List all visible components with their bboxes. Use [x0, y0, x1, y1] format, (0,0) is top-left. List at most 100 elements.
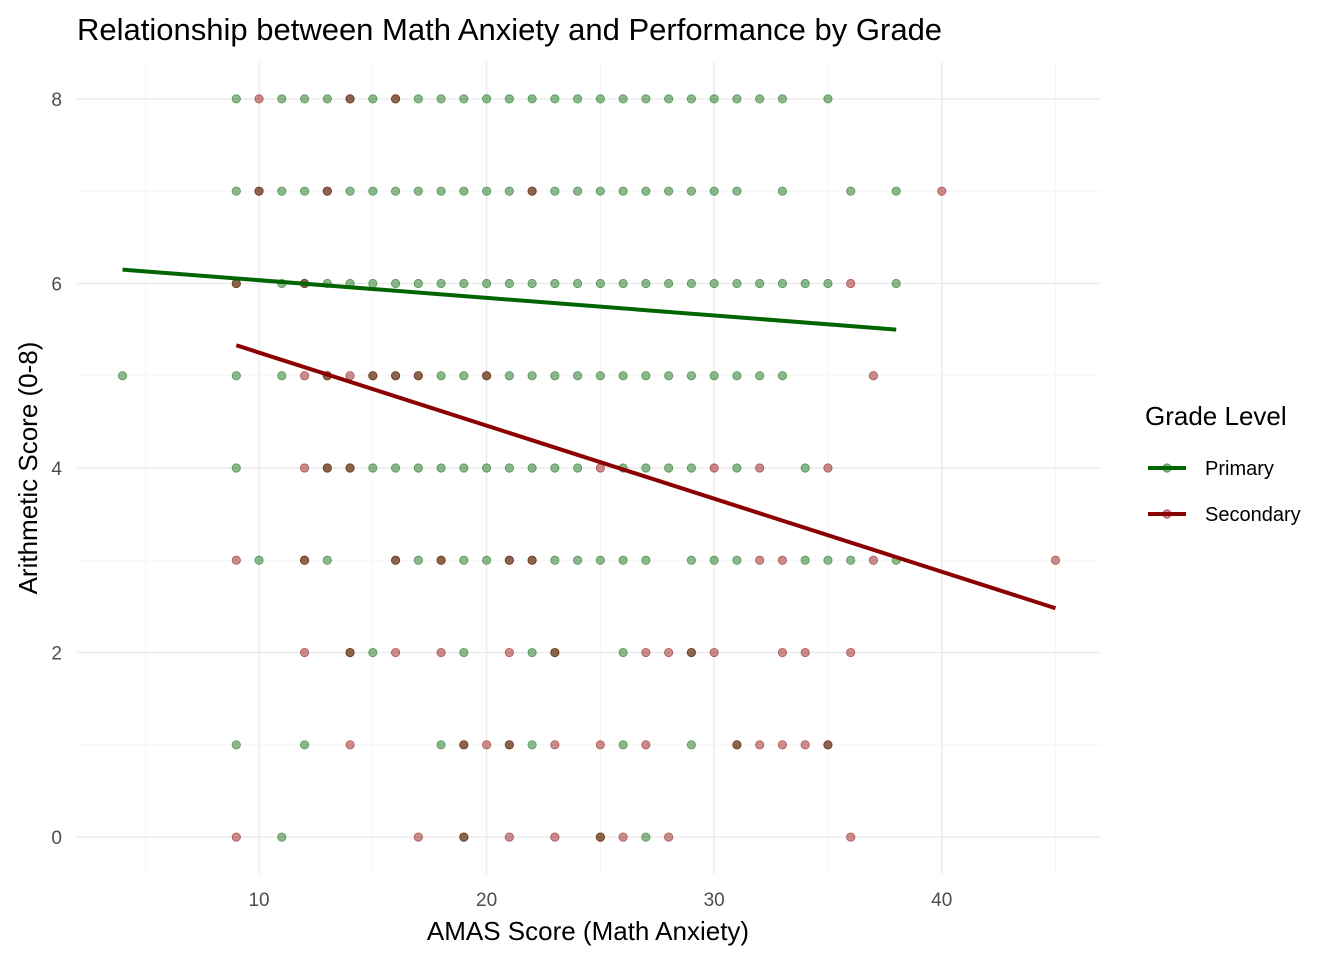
data-point-secondary [846, 647, 856, 658]
data-point-primary [573, 94, 583, 104]
data-point-primary [322, 94, 332, 104]
data-point-secondary [595, 832, 605, 842]
data-point-primary [459, 278, 469, 289]
data-point-secondary [413, 832, 423, 842]
data-point-secondary [618, 832, 628, 842]
legend-label-secondary: Secondary [1205, 504, 1301, 526]
data-point-secondary [641, 740, 651, 750]
data-point-primary [846, 186, 856, 196]
data-point-primary [550, 555, 560, 565]
data-point-primary [595, 186, 605, 196]
data-point-secondary [299, 463, 310, 473]
data-point-secondary [345, 740, 355, 750]
y-axis-ticks: 0 2 4 6 8 [51, 90, 62, 849]
data-point-secondary [937, 186, 947, 196]
data-point-secondary [800, 740, 810, 750]
data-point-primary [709, 371, 719, 381]
data-point-primary [459, 463, 469, 473]
data-point-secondary [868, 371, 879, 381]
data-point-primary [413, 94, 423, 104]
data-point-primary [368, 94, 378, 104]
data-point-secondary [823, 463, 833, 473]
data-point-primary [777, 371, 788, 381]
data-point-secondary [504, 740, 514, 750]
data-point-secondary [322, 463, 332, 473]
y-tick-label: 0 [51, 828, 62, 849]
data-point-primary [641, 832, 651, 842]
data-point-secondary [709, 647, 719, 658]
data-point-primary [595, 278, 605, 289]
data-point-primary [231, 94, 241, 104]
data-point-primary [390, 278, 401, 289]
data-point-primary [368, 647, 378, 658]
x-tick-label: 40 [931, 890, 952, 911]
legend-swatch-point [1162, 463, 1172, 473]
data-point-primary [641, 463, 651, 473]
data-point-secondary [709, 463, 719, 473]
data-point-primary [481, 186, 492, 196]
data-point-primary [368, 463, 378, 473]
data-point-primary [641, 94, 651, 104]
data-point-primary [686, 740, 697, 750]
data-point-primary [732, 555, 742, 565]
data-point-secondary [686, 647, 697, 658]
data-point-primary [664, 94, 674, 104]
y-axis-title: Arithmetic Score (0-8) [13, 342, 43, 595]
data-point-primary [686, 278, 697, 289]
data-point-secondary [504, 832, 514, 842]
data-point-primary [459, 371, 469, 381]
data-point-primary [322, 555, 332, 565]
data-point-primary [573, 371, 583, 381]
data-point-secondary [322, 186, 332, 196]
data-point-secondary [1050, 555, 1061, 565]
chart-title: Relationship between Math Anxiety and Pe… [77, 12, 942, 47]
data-point-secondary [641, 647, 651, 658]
data-point-primary [823, 94, 833, 104]
data-point-secondary [231, 832, 241, 842]
data-point-primary [664, 278, 674, 289]
legend-swatch-point [1162, 509, 1172, 519]
data-point-primary [231, 186, 241, 196]
data-point-primary [413, 186, 423, 196]
data-point-primary [686, 186, 697, 196]
x-tick-label: 30 [704, 890, 725, 911]
data-point-primary [413, 463, 423, 473]
data-point-primary [618, 371, 628, 381]
data-point-secondary [436, 555, 446, 565]
data-point-secondary [368, 371, 378, 381]
x-tick-label: 20 [476, 890, 497, 911]
data-point-secondary [800, 647, 810, 658]
data-point-secondary [777, 740, 788, 750]
data-point-primary [777, 186, 788, 196]
data-point-primary [527, 94, 537, 104]
x-axis-title: AMAS Score (Math Anxiety) [427, 916, 749, 946]
data-point-secondary [345, 94, 355, 104]
data-point-primary [891, 186, 901, 196]
data-point-primary [413, 555, 423, 565]
data-point-primary [641, 186, 651, 196]
data-point-primary [504, 278, 514, 289]
data-point-primary [823, 555, 833, 565]
data-point-primary [277, 832, 287, 842]
trend-lines [122, 267, 1057, 611]
data-point-primary [618, 278, 628, 289]
data-point-primary [732, 463, 742, 473]
data-point-primary [436, 740, 446, 750]
major-gridlines [77, 62, 1101, 874]
data-point-primary [459, 94, 469, 104]
data-point-primary [299, 186, 310, 196]
data-point-primary [481, 94, 492, 104]
data-point-primary [709, 186, 719, 196]
data-point-secondary [550, 832, 560, 842]
data-point-secondary [527, 555, 537, 565]
data-point-primary [823, 278, 833, 289]
data-point-secondary [231, 555, 241, 565]
data-point-primary [345, 186, 355, 196]
data-point-primary [368, 278, 378, 289]
data-point-primary [277, 186, 287, 196]
data-point-secondary [345, 647, 355, 658]
data-point-primary [755, 278, 765, 289]
data-point-primary [299, 94, 310, 104]
data-point-primary [231, 371, 241, 381]
data-point-secondary [777, 555, 788, 565]
